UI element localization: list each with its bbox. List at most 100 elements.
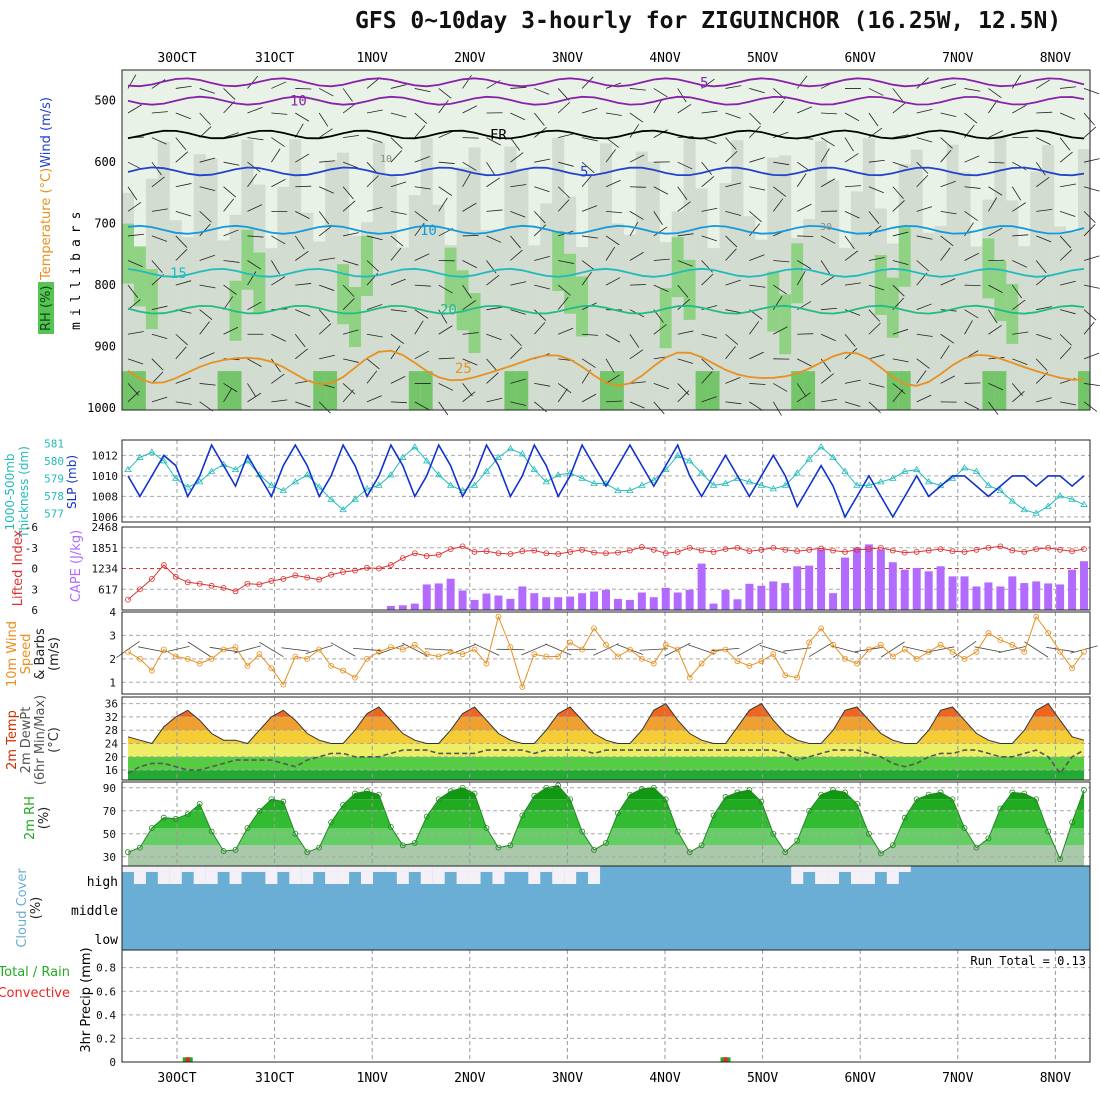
rh-band [265,248,278,410]
cloud-gap [265,866,278,884]
wind-barb [127,233,144,237]
cape-bar [912,567,921,610]
wind-barb [940,83,957,89]
wind-barb [390,210,407,215]
wind-barb [127,201,142,212]
cape-bar [1020,583,1029,610]
wind-barb [1083,88,1100,95]
thickness-point [1056,492,1064,499]
temp-band [127,716,1085,731]
wind-barb [414,125,426,138]
rh2m-point [483,825,490,831]
cape-bar [554,597,563,610]
lifted-index-point [268,578,275,584]
wind-barb [605,210,622,214]
slp-line [127,443,1085,519]
wind-barb [1083,383,1100,387]
rh-tick: 50 [103,828,116,841]
wind-barb [223,229,239,237]
wind10-barb [998,645,1027,654]
wind-barb [653,88,668,98]
cape-bar [386,605,395,610]
thickness-point [638,481,646,488]
rh-moist-low [408,371,421,410]
wind10-point [770,651,777,658]
wind-barb [366,235,383,241]
wind-barb [510,333,522,347]
thickness-point [411,443,419,450]
rh-band [396,247,409,410]
wind-barb [605,358,615,373]
wind-barb [964,320,973,335]
lifted-index-point [1069,548,1075,555]
rh-moist [444,247,457,308]
wind10-point [937,641,944,648]
cape-ylabel: CAPE (J/kg) [69,530,84,602]
run-total: Run Total = 0.13 [970,954,1086,968]
wind-barb [749,88,765,94]
wind-barb [271,399,288,403]
thickness-point [1008,497,1017,504]
cape-tick: 2468 [92,521,119,534]
wind-barb [175,210,192,217]
wind-barb [820,235,836,244]
thickness-point [446,481,455,488]
wind-barb [820,333,836,342]
thickness-point [482,467,491,474]
rh-moist-low [611,371,624,410]
cape-bar [900,569,909,610]
wind-barb [342,103,357,114]
wind-barb [199,223,211,237]
wind-barb [510,309,526,315]
wind-barb [510,137,521,151]
wind-barb [940,345,950,360]
rh-band [1030,171,1043,410]
rh-moist-low [516,371,529,410]
rh2m-point [842,789,848,796]
wind-barb [223,326,239,335]
cape-bar [864,544,873,610]
wind-barb [916,137,933,143]
cape-bar [602,589,610,610]
rh-band [205,158,218,410]
rh2m-point [387,823,394,830]
thickness-point [327,495,335,502]
wind-barb [533,322,546,335]
wind-barb [844,185,862,188]
lifted-index-point [160,562,167,568]
cloud-gap [827,866,840,884]
day-label-bottom: 7NOV [942,1071,973,1086]
cloud-level-low: low [95,933,119,948]
wind-barb [390,333,405,344]
rh-band [743,216,756,410]
cloud-gap [253,866,266,872]
day-label-top: 30OCT [157,51,196,66]
rh-moist-low [420,371,433,410]
wind-barb [749,211,762,223]
wind-barb [1083,186,1100,192]
wind10-point [304,655,311,662]
rh-moist [767,271,780,332]
wind-barb [295,401,311,408]
wind-barb [582,333,599,336]
rh-band [480,229,493,410]
wind10 [125,613,1087,690]
wind-barb [916,174,929,188]
cloud-gap [289,866,302,884]
wind-barb [462,105,478,114]
wind-barb [1012,383,1023,396]
wind-barb [151,371,164,384]
wind-barb [557,284,571,296]
wind-barb [892,134,909,138]
rh-moist-low [791,371,804,410]
wind-barb [438,401,449,416]
thickness-point [195,478,204,485]
rh2m-point [579,828,585,835]
wind10-barb [952,641,977,658]
rh2m-point [877,850,884,857]
wind-barb [988,186,1003,196]
rh-moist [898,226,911,287]
rh2m-point [256,807,263,814]
wind-barb [772,198,784,212]
lifted-index-point [973,546,980,553]
